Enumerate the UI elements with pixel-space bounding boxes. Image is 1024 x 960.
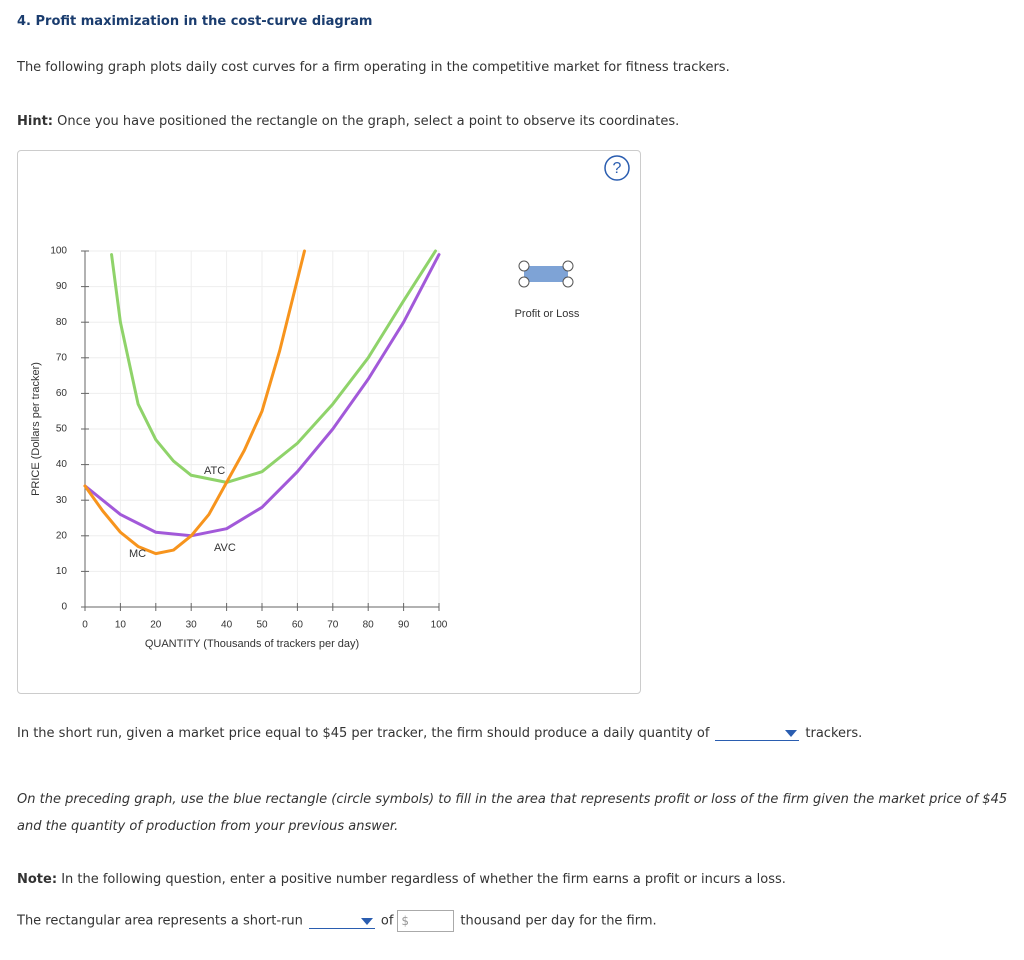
question1-text: In the short run, given a market price e… (17, 726, 710, 741)
question2-of: of (380, 913, 394, 929)
x-tick-label: 0 (82, 620, 88, 631)
curve-label: ATC (204, 465, 225, 477)
hint: Hint: Once you have positioned the recta… (17, 114, 679, 129)
quantity-dropdown[interactable] (715, 726, 800, 741)
help-icon[interactable]: ? (613, 160, 622, 177)
y-tick-label: 20 (56, 530, 68, 541)
y-tick-label: 40 (56, 459, 68, 470)
x-tick-label: 10 (115, 620, 127, 631)
x-tick-label: 30 (186, 620, 198, 631)
question-title: 4. Profit maximization in the cost-curve… (17, 14, 373, 29)
y-tick-label: 30 (56, 495, 68, 506)
y-tick-label: 10 (56, 566, 68, 577)
note: Note: In the following question, enter a… (17, 872, 786, 887)
x-tick-label: 40 (221, 620, 233, 631)
note-label: Note: (17, 872, 58, 887)
currency-sign: $ (401, 914, 410, 928)
y-tick-label: 100 (50, 246, 67, 257)
x-tick-label: 80 (363, 620, 375, 631)
intro: The following graph plots daily cost cur… (17, 60, 730, 75)
question2-unit: thousand per day for the firm. (460, 913, 657, 929)
hint-label: Hint: (17, 114, 54, 129)
curve-label: AVC (214, 542, 236, 554)
curve (83, 253, 441, 538)
tool-rect[interactable] (524, 266, 568, 282)
x-tick-label: 60 (292, 620, 304, 631)
x-tick-label: 20 (150, 620, 162, 631)
hint-text: Once you have positioned the rectangle o… (57, 114, 680, 129)
y-tick-label: 50 (56, 424, 68, 435)
y-tick-label: 0 (61, 602, 67, 613)
chart: ? Profit or Loss 0 10 20 30 40 50 60 70 80 90 100 0… (30, 155, 630, 650)
curve-label: MC (129, 548, 146, 560)
tool-handle[interactable] (562, 260, 574, 272)
graph-panel: ? Profit or Loss 0 10 20 30 40 50 60 70 80 90 100 0… (17, 150, 641, 694)
help-button[interactable] (604, 155, 630, 181)
y-axis-title: PRICE (Dollars per tracker) (30, 362, 42, 496)
profit-loss-dropdown[interactable] (308, 914, 375, 929)
question1: In the short run, given a market price e… (17, 726, 862, 741)
profit-tool[interactable] (518, 260, 574, 288)
y-tick-label: 60 (56, 388, 68, 399)
x-tick-label: 70 (327, 620, 339, 631)
x-tick-label: 50 (256, 620, 268, 631)
tool-handle[interactable] (518, 260, 530, 272)
tool-label: Profit or Loss (515, 308, 580, 320)
tool-handle[interactable] (518, 276, 530, 288)
instruction: On the preceding graph, use the blue rec… (17, 792, 1008, 834)
amount-input[interactable]: $ (397, 910, 455, 932)
y-tick-label: 90 (56, 281, 68, 292)
x-axis-title: QUANTITY (Thousands of trackers per day) (145, 638, 359, 650)
note-text: In the following question, enter a posit… (61, 872, 786, 887)
question2: The rectangular area represents a short-… (17, 910, 657, 932)
y-tick-label: 80 (56, 317, 68, 328)
curve (83, 249, 306, 556)
y-tick-label: 70 (56, 352, 68, 363)
tool-handle[interactable] (562, 276, 574, 288)
x-tick-label: 90 (398, 620, 410, 631)
question1-unit: trackers. (805, 726, 863, 741)
question2-text: The rectangular area represents a short-… (17, 913, 303, 929)
x-tick-label: 100 (431, 620, 448, 631)
